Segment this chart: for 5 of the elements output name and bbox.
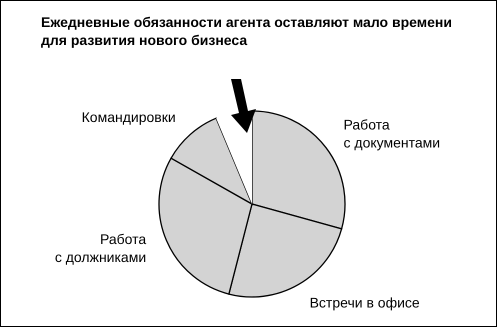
slice-label: Работа с документами <box>344 116 440 150</box>
slice-label: Командировки <box>82 108 176 125</box>
chart-title: Ежедневные обязанности агента оставляют мало времени для развития нового бизнеса <box>41 13 453 49</box>
slice-label: Работа с должниками <box>54 230 146 265</box>
slice-label: Встречи в офисе <box>310 294 420 310</box>
